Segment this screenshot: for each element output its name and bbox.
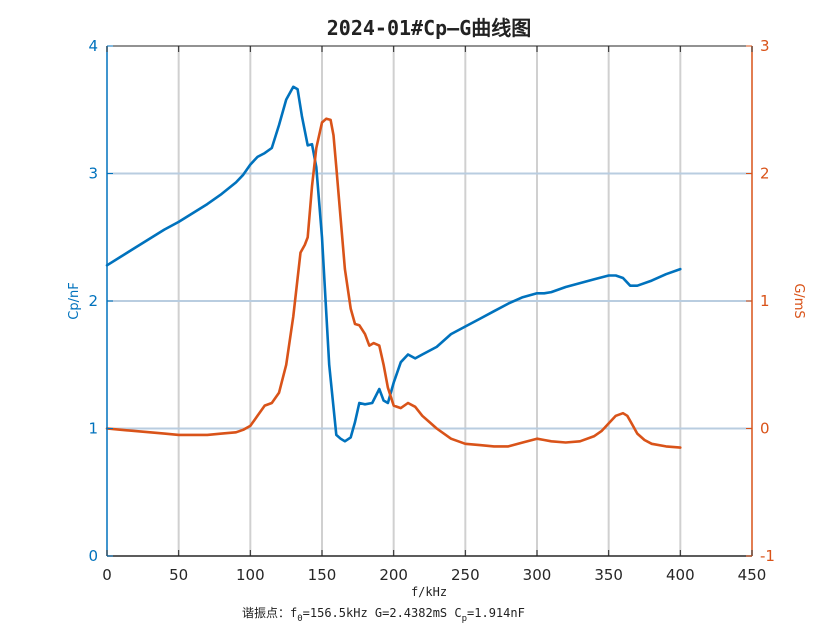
note-f-value: =156.5kHz G=2.4382mS C xyxy=(303,606,462,620)
x-axis-label: f/kHz xyxy=(411,585,447,599)
y-right-tick-label: -1 xyxy=(760,547,775,565)
left-axis-label: Cp/nF xyxy=(67,282,82,319)
note-sub-0: 0 xyxy=(297,614,302,624)
note-prefix: 谐振点：f xyxy=(242,606,297,620)
x-tick-label: 150 xyxy=(308,566,337,584)
axes: 0 50 100 150 200 250 300 350 400 450 0 1 2 3 4 -1 0 1 2 3 xyxy=(88,37,775,584)
x-tick-label: 300 xyxy=(523,566,552,584)
right-axis-label: G/mS xyxy=(791,283,806,318)
cp-series-line xyxy=(105,85,682,443)
x-tick-label: 250 xyxy=(451,566,480,584)
x-tick-label: 450 xyxy=(738,566,767,584)
y-left-tick-label: 0 xyxy=(88,547,98,565)
x-tick-label: 350 xyxy=(594,566,623,584)
horizontal-grid xyxy=(107,172,752,430)
y-left-tick-label: 1 xyxy=(88,420,98,438)
resonance-note: 谐振点：f0=156.5kHz G=2.4382mS Cp=1.914nF xyxy=(242,606,525,624)
y-right-tick-label: 0 xyxy=(760,420,770,438)
series-layer xyxy=(105,85,682,449)
svg-text:谐振点：f0=156.5kHz G=2.4382mS C: 谐振点：f0=156.5kHz G=2.4382mS Cp=1.914nF xyxy=(242,606,525,624)
g-series-line xyxy=(105,117,682,449)
x-tick-label: 200 xyxy=(379,566,408,584)
y-left-tick-label: 2 xyxy=(88,292,98,310)
y-right-tick-label: 2 xyxy=(760,165,770,183)
y-left-tick-label: 4 xyxy=(88,37,98,55)
y-right-tick-label: 1 xyxy=(760,292,770,310)
x-tick-label: 400 xyxy=(666,566,695,584)
note-cp-value: =1.914nF xyxy=(467,606,525,620)
x-tick-label: 100 xyxy=(236,566,265,584)
y-left-tick-label: 3 xyxy=(88,165,98,183)
x-tick-label: 0 xyxy=(102,566,112,584)
chart-title: 2024-01#Cp—G曲线图 xyxy=(327,16,532,40)
y-right-tick-label: 3 xyxy=(760,37,770,55)
note-sub-p: p xyxy=(462,614,467,624)
x-tick-label: 50 xyxy=(169,566,188,584)
